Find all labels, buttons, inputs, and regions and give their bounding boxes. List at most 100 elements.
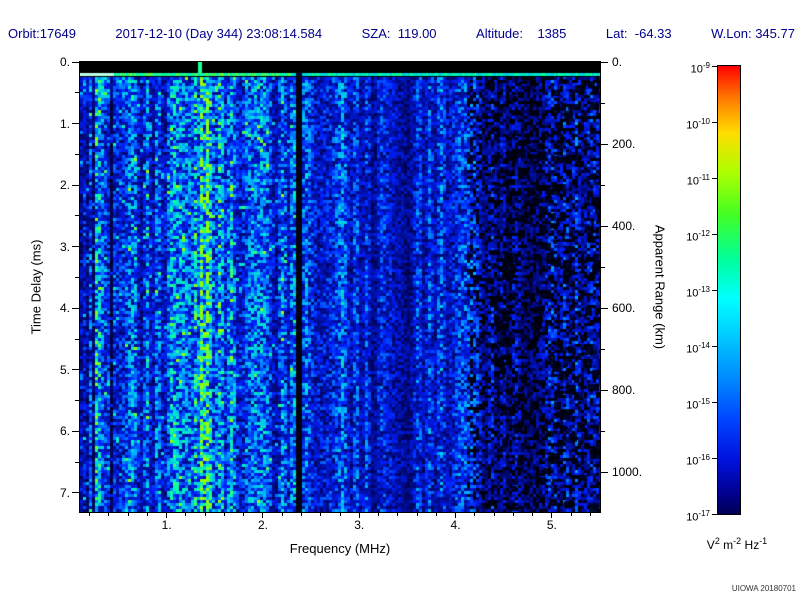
x-tick [455, 513, 457, 518]
colorbar-tick-label: 10-11 [686, 173, 710, 188]
colorbar-tick [712, 65, 717, 67]
x-minor-tick [397, 513, 399, 516]
y-left-tick-label: 4. [59, 301, 70, 316]
y-right-tick-label: 600. [612, 301, 636, 316]
y-right-minor-tick [601, 348, 605, 350]
y-right-minor-tick [601, 266, 605, 268]
y-right-tick [601, 61, 608, 63]
x-minor-tick [532, 513, 534, 516]
y-right-tick [601, 307, 608, 309]
y-right-minor-tick [601, 102, 605, 104]
y-right-minor-tick [601, 430, 605, 432]
y-right-tick-label: 800. [612, 383, 636, 398]
x-minor-tick [300, 513, 302, 516]
colorbar-units-label: V2 m-2 Hz-1 [706, 536, 768, 552]
x-minor-tick [204, 513, 206, 516]
ionogram-plot [79, 61, 601, 513]
x-minor-tick [512, 513, 514, 516]
x-minor-tick [435, 513, 437, 516]
x-minor-tick [320, 513, 322, 516]
colorbar-tick-label: 10-9 [690, 61, 710, 76]
colorbar [717, 65, 741, 515]
x-tick-label: 1. [161, 518, 172, 532]
colorbar-tick-label: 10-17 [686, 509, 710, 524]
y-left-tick-label: 5. [59, 362, 70, 377]
x-tick [262, 513, 264, 518]
y-left-minor-tick [75, 92, 79, 94]
colorbar-tick [712, 401, 717, 403]
x-tick [551, 513, 553, 518]
x-minor-tick [223, 513, 225, 516]
y-left-minor-tick [75, 215, 79, 217]
spectrogram-canvas [80, 62, 600, 512]
colorbar-tick-label: 10-14 [686, 341, 710, 356]
x-minor-tick [127, 513, 129, 516]
x-tick-label: 5. [546, 518, 557, 532]
colorbar-tick [712, 457, 717, 459]
header-altitude: Altitude: 1385 [476, 26, 567, 41]
y-left-minor-tick [75, 461, 79, 463]
x-tick [166, 513, 168, 518]
colorbar-tick [712, 345, 717, 347]
y-axis-title-left: Time Delay (ms) [28, 239, 44, 335]
y-left-tick-label: 1. [59, 116, 70, 131]
x-minor-tick [89, 513, 91, 516]
y-left-tick [72, 246, 79, 248]
x-minor-tick [108, 513, 110, 516]
y-left-tick-label: 6. [59, 424, 70, 439]
colorbar-tick-label: 10-10 [686, 117, 710, 132]
colorbar-tick [712, 233, 717, 235]
x-minor-tick [416, 513, 418, 516]
y-left-tick [72, 123, 79, 125]
x-minor-tick [589, 513, 591, 516]
x-tick-label: 3. [354, 518, 365, 532]
colorbar-tick [712, 289, 717, 291]
colorbar-tick [712, 121, 717, 123]
x-minor-tick [185, 513, 187, 516]
credit-text: UIOWA 20180701 [731, 584, 796, 593]
y-right-tick-label: 0. [612, 55, 623, 69]
y-left-tick [72, 61, 79, 63]
y-left-tick-label: 3. [59, 239, 70, 254]
y-left-minor-tick [75, 400, 79, 402]
y-left-minor-tick [75, 276, 79, 278]
x-tick-label: 2. [257, 518, 268, 532]
y-left-tick [72, 430, 79, 432]
header-orbit: Orbit:17649 [8, 26, 76, 41]
y-left-tick-label: 7. [59, 485, 70, 500]
y-right-minor-tick [601, 184, 605, 186]
y-right-tick [601, 389, 608, 391]
colorbar-tick [712, 513, 717, 515]
y-left-minor-tick [75, 338, 79, 340]
x-minor-tick [243, 513, 245, 516]
colorbar-tick [712, 177, 717, 179]
x-tick [358, 513, 360, 518]
x-minor-tick [339, 513, 341, 516]
y-right-tick [601, 471, 608, 473]
x-minor-tick [493, 513, 495, 516]
x-minor-tick [281, 513, 283, 516]
header-sza: SZA: 119.00 [361, 26, 437, 41]
y-left-tick-label: 2. [59, 178, 70, 193]
x-minor-tick [378, 513, 380, 516]
y-left-tick [72, 184, 79, 186]
y-left-tick [72, 307, 79, 309]
colorbar-tick-label: 10-16 [686, 453, 710, 468]
y-left-tick [72, 369, 79, 371]
header: Orbit:17649 2017-12-10 (Day 344) 23:08:1… [8, 26, 795, 41]
x-minor-tick [474, 513, 476, 516]
header-west-longitude: W.Lon: 345.77 [711, 26, 795, 41]
y-left-tick-label: 0. [59, 55, 70, 69]
header-latitude: Lat: -64.33 [605, 26, 672, 41]
y-left-tick [72, 492, 79, 494]
colorbar-tick-label: 10-12 [686, 229, 710, 244]
y-right-tick-label: 400. [612, 219, 636, 234]
y-left-minor-tick [75, 153, 79, 155]
x-minor-tick [570, 513, 572, 516]
colorbar-tick-label: 10-13 [686, 285, 710, 300]
y-right-tick-label: 200. [612, 137, 636, 152]
x-minor-tick [146, 513, 148, 516]
colorbar-tick-label: 10-15 [686, 397, 710, 412]
x-axis-title: Frequency (MHz) [289, 541, 391, 556]
